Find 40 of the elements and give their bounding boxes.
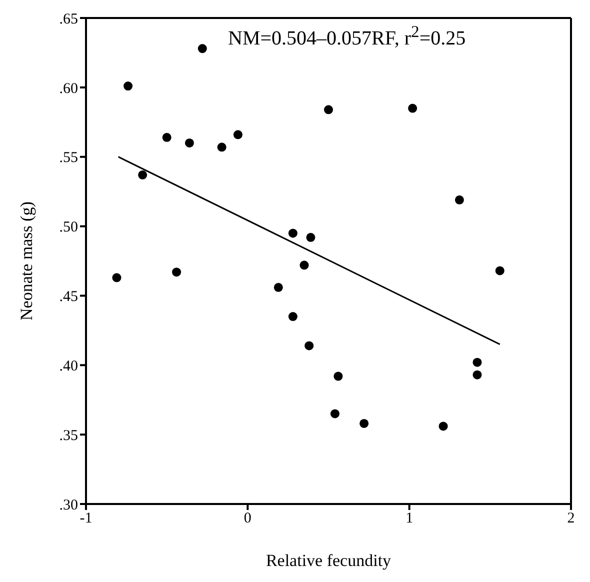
point: [306, 232, 316, 242]
point: [288, 228, 298, 238]
point: [300, 260, 309, 270]
y-tick-label: .35: [59, 428, 78, 444]
point: [472, 370, 482, 380]
x-tick-label: -1: [80, 510, 92, 527]
annotation: NM=0.504–0.057RF, r$^{2}$=0.25: [228, 22, 466, 51]
y-tick-label: .45: [59, 289, 78, 306]
point: [274, 282, 283, 292]
point: [172, 268, 182, 277]
point: [454, 195, 464, 204]
point: [112, 273, 122, 282]
point: [162, 132, 172, 142]
x-tick-label: 1: [406, 510, 414, 527]
point: [334, 372, 343, 381]
point: [138, 170, 148, 180]
point: [304, 341, 314, 350]
y-tick-label: .40: [59, 358, 78, 374]
x-tick-label: 0: [244, 510, 252, 527]
point: [233, 130, 242, 140]
point: [124, 82, 133, 91]
point: [472, 358, 482, 367]
point: [495, 266, 504, 276]
point: [184, 138, 194, 148]
y-axis-title: Neonate mass (g): [17, 202, 36, 320]
point: [198, 44, 207, 54]
y-tick-label: .55: [59, 150, 78, 166]
y-tick-label: .60: [59, 80, 78, 97]
point: [360, 418, 369, 428]
point: [408, 104, 418, 113]
point: [217, 142, 226, 152]
point: [324, 105, 334, 114]
x-tick-label: 2: [567, 510, 575, 527]
point: [330, 409, 340, 418]
y-tick-label: .30: [59, 497, 78, 514]
point: [438, 422, 448, 431]
x-axis-title: Relative fecundity: [266, 551, 392, 570]
y-tick-label: .50: [59, 220, 78, 236]
y-tick-label: .65: [59, 11, 78, 28]
point: [288, 312, 298, 322]
